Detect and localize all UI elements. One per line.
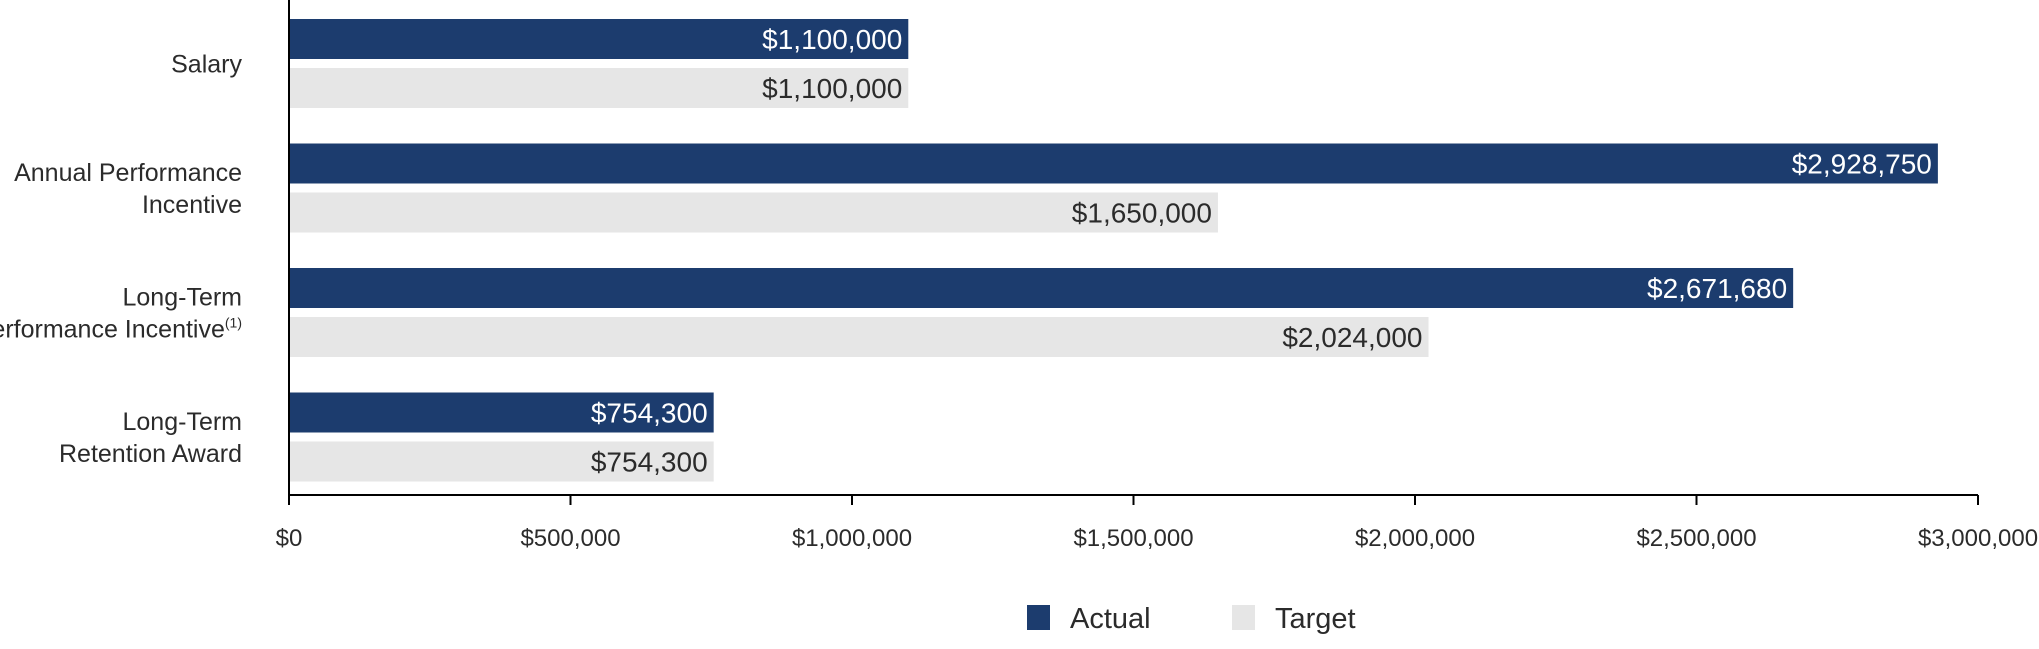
data-label-actual-3: $754,300 <box>591 398 708 429</box>
legend: Actual Target <box>1027 603 1356 635</box>
category-label-0: Salary <box>171 51 242 79</box>
x-tick-label-2: $1,000,000 <box>792 525 912 552</box>
bars-layer: $1,100,000 $2,928,750 $2,671,680 $754,300 $1… <box>289 19 1938 482</box>
x-tick-label-1: $500,000 <box>520 525 620 552</box>
data-label-actual-2: $2,671,680 <box>1647 273 1787 304</box>
bar-actual-1 <box>289 144 1938 184</box>
data-label-target-0: $1,100,000 <box>762 73 902 104</box>
bar-target-2 <box>289 317 1429 357</box>
category-label-1: Annual Performance Incentive <box>14 159 242 219</box>
x-tick-label-4: $2,000,000 <box>1355 525 1475 552</box>
x-axis-tick-labels: $0 $500,000 $1,000,000 $1,500,000 $2,000,000… <box>276 525 2038 552</box>
category-labels: Salary Annual Performance Incentive Long-Te… <box>0 51 242 469</box>
data-label-target-1: $1,650,000 <box>1072 198 1212 229</box>
data-label-target-2: $2,024,000 <box>1282 322 1422 353</box>
data-label-actual-1: $2,928,750 <box>1792 149 1932 180</box>
category-label-2: Long-TermPerformance Incentive(1) <box>0 284 242 344</box>
legend-swatch-target <box>1232 605 1255 630</box>
legend-label-actual: Actual <box>1070 603 1151 635</box>
x-tick-label-5: $2,500,000 <box>1636 525 1756 552</box>
legend-swatch-actual <box>1027 605 1050 630</box>
data-label-target-3: $754,300 <box>591 447 708 478</box>
x-tick-label-6: $3,000,000 <box>1918 525 2038 552</box>
bar-actual-2 <box>289 268 1793 308</box>
x-tick-label-3: $1,500,000 <box>1073 525 1193 552</box>
category-label-3: Long-Term Retention Award <box>59 408 242 468</box>
legend-label-target: Target <box>1275 603 1356 635</box>
data-label-actual-0: $1,100,000 <box>762 24 902 55</box>
x-tick-label-0: $0 <box>276 525 303 552</box>
